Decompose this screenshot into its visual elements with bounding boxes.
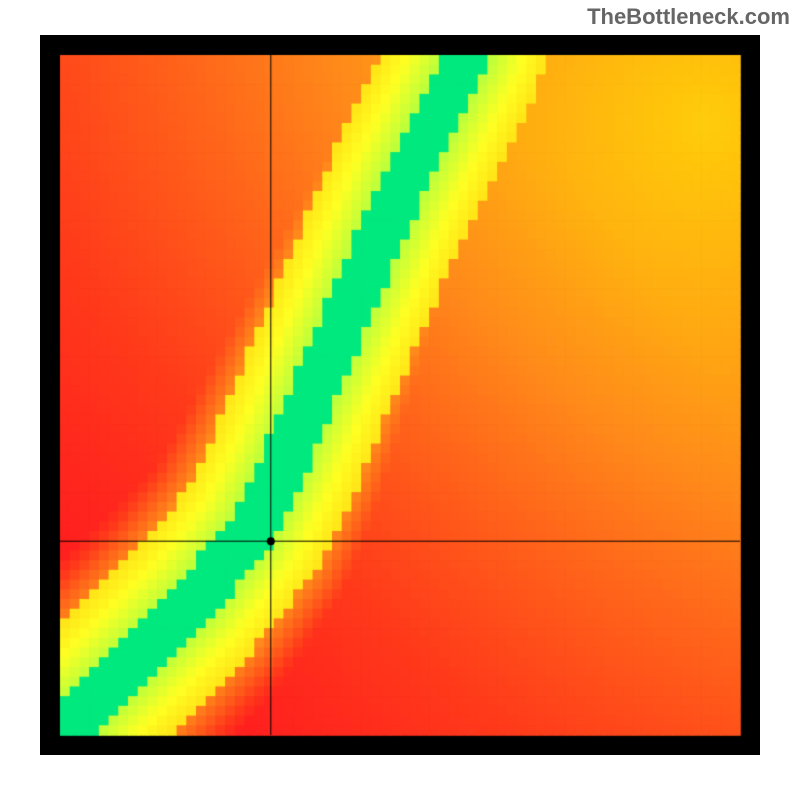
bottleneck-heatmap-frame [40,35,760,755]
watermark-text: TheBottleneck.com [587,4,790,30]
bottleneck-heatmap [40,35,760,755]
